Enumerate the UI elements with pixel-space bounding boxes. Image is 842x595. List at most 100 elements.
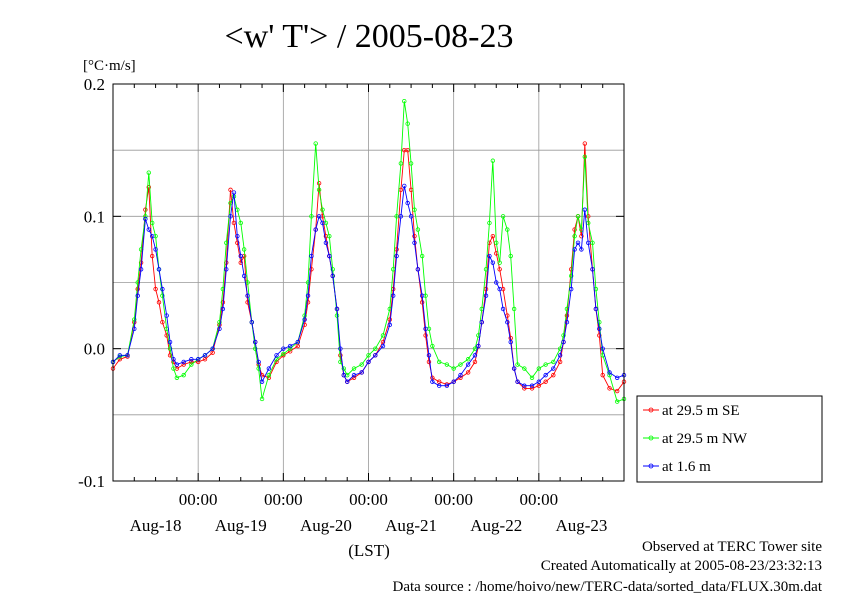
data-point [405,200,410,206]
data-point [572,247,577,252]
data-point [149,220,155,226]
data-point [241,273,247,279]
data-point [458,362,463,367]
data-point [143,214,148,219]
data-point [600,346,605,351]
data-point [557,359,563,365]
data-point [164,313,169,318]
data-point [287,349,293,354]
data-point [444,383,450,388]
data-point [153,286,158,292]
data-point [597,320,602,325]
legend-marker [648,407,654,413]
data-point [253,346,258,351]
x-axis-label: (LST) [348,541,390,560]
data-point [327,233,332,239]
data-point [313,227,318,232]
data-point [146,170,151,175]
data-point [266,366,272,371]
data-point [117,353,123,358]
data-point [543,379,548,384]
y-tick-label: -0.1 [78,472,105,491]
legend-label: at 1.6 m [662,459,711,475]
data-point [405,147,410,153]
legend-label: at 29.5 m NW [662,431,748,447]
data-point [302,317,307,322]
data-point [238,260,243,265]
data-point [351,366,357,371]
data-point [561,339,566,345]
data-point [564,313,570,318]
data-point [135,293,140,298]
data-point [394,253,399,259]
data-point [465,357,471,362]
y-tick-label: 0.1 [84,207,105,226]
data-point [189,357,194,362]
data-point [472,353,478,358]
x-date-label: Aug-22 [470,516,522,535]
data-point [259,396,265,402]
data-point [614,388,620,394]
data-point [174,362,180,367]
data-point [436,359,442,365]
data-point [551,366,556,371]
data-point [568,273,574,279]
data-point [575,240,581,245]
data-point [181,372,186,378]
data-point [287,343,293,349]
data-point [522,366,527,371]
data-point [607,370,612,375]
data-point [189,359,194,365]
data-point [465,370,471,375]
data-point [160,286,165,292]
data-point [451,379,456,384]
data-point [500,306,506,312]
data-point [228,214,233,219]
data-point [479,320,484,325]
data-point [330,267,335,272]
data-point [228,187,233,193]
footer-site: Observed at TERC Tower site [642,539,822,555]
data-point [575,214,581,219]
data-point [259,372,265,378]
data-point [419,300,425,305]
data-point [515,362,520,367]
data-point [408,161,414,166]
legend-box [636,395,823,483]
data-point [241,247,247,252]
data-point [582,154,588,159]
x-date-label: Aug-23 [555,516,607,535]
data-point [189,362,194,367]
data-point [156,267,162,272]
legend-marker [648,463,654,469]
data-point [132,317,137,322]
data-point [398,214,404,219]
data-point [568,286,574,292]
data-point [143,216,148,222]
data-point [408,214,414,219]
grid-lines [113,83,624,482]
data-point [295,339,301,345]
data-point [380,343,386,349]
data-point [415,227,421,232]
x-time-label: 00:00 [519,490,558,509]
data-point [256,359,261,365]
data-point [259,379,265,384]
data-point [508,253,513,259]
data-point [557,353,563,358]
data-point [412,233,417,239]
data-point [394,214,399,219]
data-point [149,233,155,239]
data-point [220,306,226,312]
data-point [323,240,329,245]
x-time-label: 00:00 [264,490,303,509]
data-point [423,326,428,332]
data-point [256,366,261,371]
data-point [327,253,332,259]
data-point [351,375,357,380]
data-point [607,386,612,391]
series-3 [110,183,627,388]
data-point [579,247,584,252]
data-point [600,372,605,378]
